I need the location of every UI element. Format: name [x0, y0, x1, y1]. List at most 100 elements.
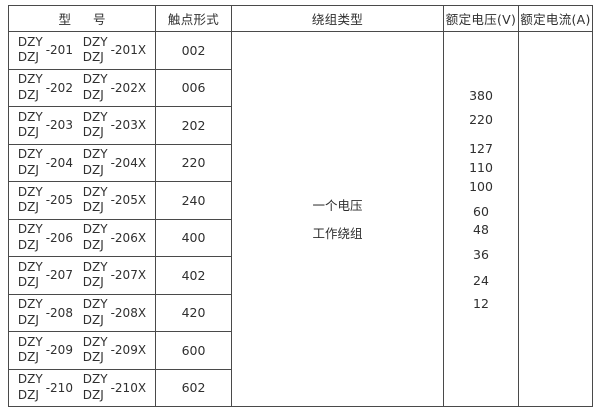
model-variant-primary: DZY DZJ -209	[18, 335, 73, 366]
model-prefix-top: DZY	[82, 72, 108, 87]
model-suffix: -203X	[110, 118, 147, 133]
model-prefix-top: DZY	[17, 297, 43, 312]
model-prefix-stack: DZY DZJ	[18, 147, 43, 178]
model-prefix-stack: DZY DZJ	[18, 35, 43, 66]
model-prefix-top: DZY	[82, 259, 108, 274]
model-cell: DZY DZJ -202 DZY DZJ -202X	[8, 68, 156, 107]
column-header-model-label: 型 号	[58, 12, 115, 27]
model-prefix-bottom: DZJ	[82, 162, 104, 177]
model-cell: DZY DZJ -201 DZY DZJ -201X	[8, 31, 156, 70]
model-suffix: -204X	[110, 155, 147, 170]
column-header-contact-form: 触点形式	[155, 5, 232, 32]
header-row: 型 号 触点形式 绕组类型 额定电压(V) 额定电流(A)	[8, 5, 593, 32]
rated-voltage-value: 220	[469, 112, 493, 127]
model-variant-primary: DZY DZJ -202	[18, 72, 73, 103]
model-cell: DZY DZJ -210 DZY DZJ -210X	[8, 368, 156, 407]
contact-form-cell: 402	[155, 256, 232, 295]
rated-voltage-value: 12	[473, 296, 489, 311]
model-prefix-stack: DZY DZJ	[83, 185, 108, 216]
model-suffix: -207X	[110, 268, 147, 283]
winding-type-line-1: 一个电压	[312, 197, 363, 213]
model-variant-primary: DZY DZJ -210	[18, 372, 73, 403]
model-prefix-top: DZY	[17, 259, 43, 274]
model-prefix-bottom: DZJ	[82, 200, 104, 215]
rated-voltage-cell: 380 220 127 110 100 60 48 36 24 12	[443, 31, 519, 407]
rated-voltage-value: 100	[469, 179, 493, 194]
model-suffix: -206X	[110, 230, 147, 245]
model-prefix-bottom: DZJ	[82, 237, 104, 252]
model-suffix: -208X	[110, 305, 147, 320]
table-row: DZY DZJ -202 DZY DZJ -202X	[8, 68, 593, 107]
model-suffix: -202	[45, 80, 73, 95]
model-suffix: -201X	[110, 43, 147, 58]
model-variant-secondary: DZY DZJ -210X	[83, 372, 146, 403]
model-variant-primary: DZY DZJ -204	[18, 147, 73, 178]
contact-form-cell: 400	[155, 218, 232, 257]
model-prefix-top: DZY	[17, 72, 43, 87]
model-prefix-stack: DZY DZJ	[18, 260, 43, 291]
model-prefix-top: DZY	[17, 34, 43, 49]
model-prefix-top: DZY	[17, 147, 43, 162]
model-prefix-top: DZY	[82, 334, 108, 349]
model-prefix-bottom: DZJ	[17, 275, 39, 290]
model-cell: DZY DZJ -205 DZY DZJ -205X	[8, 181, 156, 220]
model-prefix-top: DZY	[82, 109, 108, 124]
model-suffix: -202X	[110, 80, 147, 95]
model-prefix-stack: DZY DZJ	[18, 297, 43, 328]
model-variant-primary: DZY DZJ -201	[18, 35, 73, 66]
table-row: DZY DZJ -205 DZY DZJ -205X	[8, 181, 593, 220]
model-prefix-bottom: DZJ	[82, 87, 104, 102]
rated-voltage-value: 24	[473, 273, 489, 288]
model-cell: DZY DZJ -204 DZY DZJ -204X	[8, 143, 156, 182]
model-prefix-bottom: DZJ	[82, 312, 104, 327]
rated-voltage-value: 48	[473, 222, 489, 237]
model-suffix: -205	[45, 193, 73, 208]
model-prefix-bottom: DZJ	[82, 387, 104, 402]
model-cell: DZY DZJ -203 DZY DZJ -203X	[8, 106, 156, 145]
table-row: DZY DZJ -209 DZY DZJ -209X	[8, 331, 593, 370]
model-cell: DZY DZJ -209 DZY DZJ -209X	[8, 331, 156, 370]
model-suffix: -209X	[110, 343, 147, 358]
model-variant-primary: DZY DZJ -205	[18, 185, 73, 216]
model-variant-secondary: DZY DZJ -209X	[83, 335, 146, 366]
model-prefix-bottom: DZJ	[82, 350, 104, 365]
model-prefix-top: DZY	[17, 109, 43, 124]
model-prefix-top: DZY	[17, 372, 43, 387]
model-suffix: -208	[45, 305, 73, 320]
model-variant-secondary: DZY DZJ -205X	[83, 185, 146, 216]
model-suffix: -203	[45, 118, 73, 133]
model-variant-secondary: DZY DZJ -201X	[83, 35, 146, 66]
model-prefix-bottom: DZJ	[17, 162, 39, 177]
contact-form-cell: 420	[155, 293, 232, 332]
model-variant-secondary: DZY DZJ -202X	[83, 72, 146, 103]
contact-form-cell: 602	[155, 368, 232, 407]
contact-form-cell: 202	[155, 106, 232, 145]
contact-form-cell: 006	[155, 68, 232, 107]
rated-voltage-value: 110	[469, 160, 493, 175]
table-row: DZY DZJ -207 DZY DZJ -207X	[8, 256, 593, 295]
model-prefix-bottom: DZJ	[17, 87, 39, 102]
column-header-rated-voltage: 额定电压(V)	[443, 5, 519, 32]
model-prefix-bottom: DZJ	[17, 312, 39, 327]
rated-current-cell	[518, 31, 593, 407]
table-row: DZY DZJ -201 DZY DZJ -201X	[8, 31, 593, 407]
model-prefix-stack: DZY DZJ	[83, 372, 108, 403]
contact-form-cell: 600	[155, 331, 232, 370]
rated-voltage-value: 36	[473, 247, 489, 262]
model-prefix-top: DZY	[17, 222, 43, 237]
table-row: DZY DZJ -203 DZY DZJ -203X	[8, 106, 593, 145]
model-prefix-bottom: DZJ	[82, 275, 104, 290]
model-variant-primary: DZY DZJ -206	[18, 222, 73, 253]
model-variant-secondary: DZY DZJ -203X	[83, 110, 146, 141]
rated-voltage-value: 380	[469, 88, 493, 103]
model-variant-primary: DZY DZJ -203	[18, 110, 73, 141]
rated-voltage-value: 127	[469, 141, 493, 156]
model-prefix-bottom: DZJ	[17, 237, 39, 252]
table-body: DZY DZJ -201 DZY DZJ -201X	[8, 31, 593, 407]
table-row: DZY DZJ -208 DZY DZJ -208X	[8, 293, 593, 332]
model-prefix-top: DZY	[17, 184, 43, 199]
model-prefix-top: DZY	[82, 297, 108, 312]
table-header: 型 号 触点形式 绕组类型 额定电压(V) 额定电流(A)	[8, 5, 593, 32]
column-header-rated-current: 额定电流(A)	[518, 5, 593, 32]
